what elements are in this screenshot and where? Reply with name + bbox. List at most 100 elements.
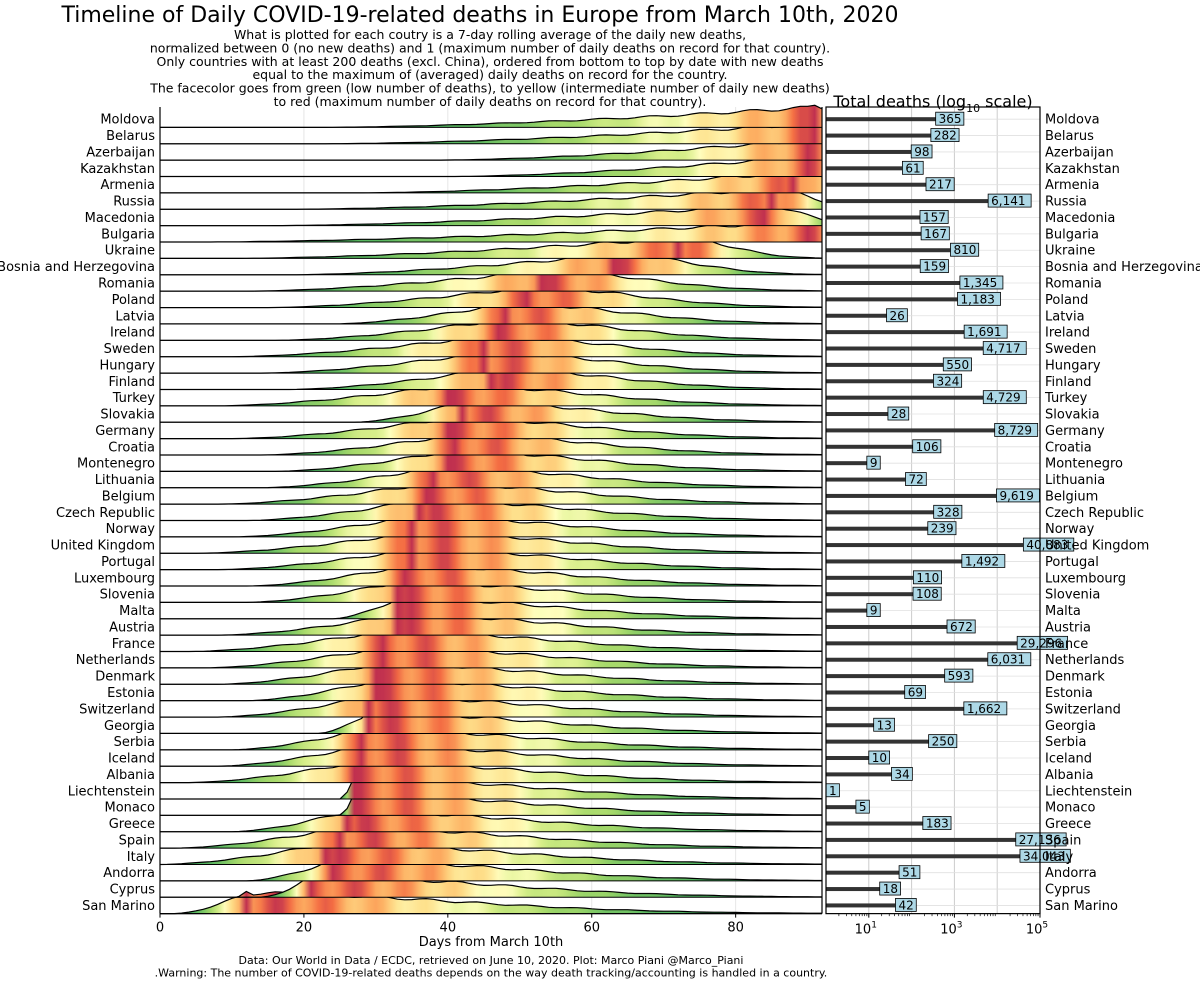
- bar: [826, 444, 913, 449]
- value-label: 18: [883, 882, 898, 896]
- value-label-box: [919, 259, 949, 274]
- value-label: 26: [890, 309, 905, 323]
- country-label-right: Liechtenstein: [1045, 784, 1132, 799]
- country-label-right: Monaco: [1045, 801, 1096, 816]
- country-label-right: Finland: [1045, 375, 1091, 390]
- country-label-right: Denmark: [1045, 670, 1105, 685]
- x-axis-ticks: 0 20 40 60 80: [156, 913, 744, 936]
- value-label-box: [935, 111, 965, 126]
- country-label: Russia: [113, 195, 155, 210]
- bar-axes: [825, 106, 1041, 915]
- bar: [826, 641, 1018, 646]
- bar: [826, 608, 867, 613]
- value-label: 328: [937, 505, 960, 519]
- value-label: 10: [872, 751, 887, 765]
- bar-france: 29,296: [826, 635, 1068, 650]
- country-label: San Marino: [82, 899, 155, 914]
- value-label-box: [930, 128, 960, 142]
- bar: [826, 575, 914, 580]
- country-label-right: Turkey: [1044, 391, 1088, 406]
- value-label-box: [1016, 635, 1068, 650]
- value-label-box: [910, 144, 933, 159]
- country-label: Belgium: [102, 489, 155, 504]
- country-label-right: Belarus: [1045, 129, 1094, 144]
- total-deaths-bars: 36528298612176,1411571678101591,3451,183…: [825, 111, 1075, 912]
- value-label: 9: [870, 604, 878, 618]
- bar: [826, 559, 962, 564]
- country-label-right: Moldova: [1045, 113, 1100, 128]
- bar: [826, 248, 951, 253]
- country-label: Spain: [119, 833, 155, 848]
- country-label: Montenegro: [77, 457, 155, 472]
- x-tick-label: 20: [296, 921, 313, 936]
- bar: [826, 854, 1020, 859]
- bar: [826, 903, 896, 908]
- country-label-right: Russia: [1045, 195, 1087, 210]
- value-label-box: [928, 734, 958, 749]
- country-label-right: Italy: [1045, 850, 1074, 865]
- bar-italy: 34,043: [826, 848, 1071, 863]
- value-label: 110: [916, 571, 939, 585]
- value-label: 29,296: [1020, 636, 1062, 650]
- country-label-right: Spain: [1045, 833, 1081, 848]
- bar-czech-republic: 328: [826, 504, 963, 519]
- country-label-right: Montenegro: [1045, 457, 1123, 472]
- bar: [826, 772, 892, 777]
- log-tick-label: 101: [855, 921, 877, 938]
- value-label: 4,717: [986, 342, 1020, 356]
- subtitle-line: What is plotted for each coutry is a 7-d…: [234, 27, 746, 42]
- bar-serbia: 250: [826, 734, 958, 749]
- value-label-box: [959, 275, 1004, 290]
- country-label: Romania: [98, 276, 155, 291]
- country-label-right: Netherlands: [1045, 653, 1124, 668]
- country-label-right: Slovenia: [1045, 588, 1100, 603]
- bar: [826, 428, 995, 433]
- ridge-monaco: [160, 792, 822, 816]
- subtitle-line: normalized between 0 (no new deaths) and…: [150, 40, 830, 55]
- country-label: Iceland: [108, 752, 155, 767]
- bar-norway: 239: [826, 521, 957, 536]
- bar: [826, 674, 945, 679]
- value-label: 98: [914, 145, 929, 159]
- country-label: Denmark: [95, 670, 155, 685]
- country-label: Norway: [106, 522, 156, 537]
- bar: [826, 182, 927, 187]
- value-label: 6,031: [991, 653, 1025, 667]
- country-label: Czech Republic: [56, 506, 155, 521]
- country-label: Italy: [127, 850, 156, 865]
- bar-romania: 1,345: [826, 275, 1004, 290]
- value-label: 250: [932, 735, 955, 749]
- value-label-box: [1022, 537, 1075, 552]
- value-label: 51: [902, 866, 917, 880]
- chart-title: Timeline of Daily COVID-19-related death…: [60, 3, 898, 28]
- value-label: 157: [923, 210, 946, 224]
- ridge-bosnia-and-herzegovina: [160, 252, 823, 276]
- value-label: 672: [950, 620, 973, 634]
- ridgeline-plot: [159, 104, 823, 915]
- bar: [826, 493, 997, 498]
- bar-netherlands: 6,031: [826, 652, 1032, 667]
- bar-cyprus: 18: [826, 881, 901, 896]
- subtitle-line: Only countries with at least 200 deaths …: [157, 54, 824, 69]
- bar-liechtenstein: 1: [825, 783, 840, 798]
- bar-russia: 6,141: [826, 193, 1032, 208]
- bar-denmark: 593: [826, 668, 974, 683]
- country-label-right: Georgia: [1045, 719, 1096, 734]
- value-label-box: [887, 406, 910, 421]
- bar: [826, 756, 869, 761]
- value-label: 42: [898, 898, 913, 912]
- bar: [826, 133, 931, 138]
- value-label: 40,883: [1026, 538, 1068, 552]
- value-label-box: [920, 226, 950, 241]
- value-label: 1,662: [967, 702, 1001, 716]
- country-label: Ireland: [110, 326, 155, 341]
- country-label: Andorra: [103, 866, 155, 881]
- country-label-right: Sweden: [1045, 342, 1096, 357]
- value-label: 13: [877, 718, 892, 732]
- bar: [826, 739, 929, 744]
- ridge-liechtenstein: [160, 776, 823, 800]
- ridge-albania: [160, 759, 823, 784]
- country-label-right: Cyprus: [1045, 883, 1091, 898]
- bar: [826, 280, 960, 285]
- ridge-romania: [160, 268, 823, 292]
